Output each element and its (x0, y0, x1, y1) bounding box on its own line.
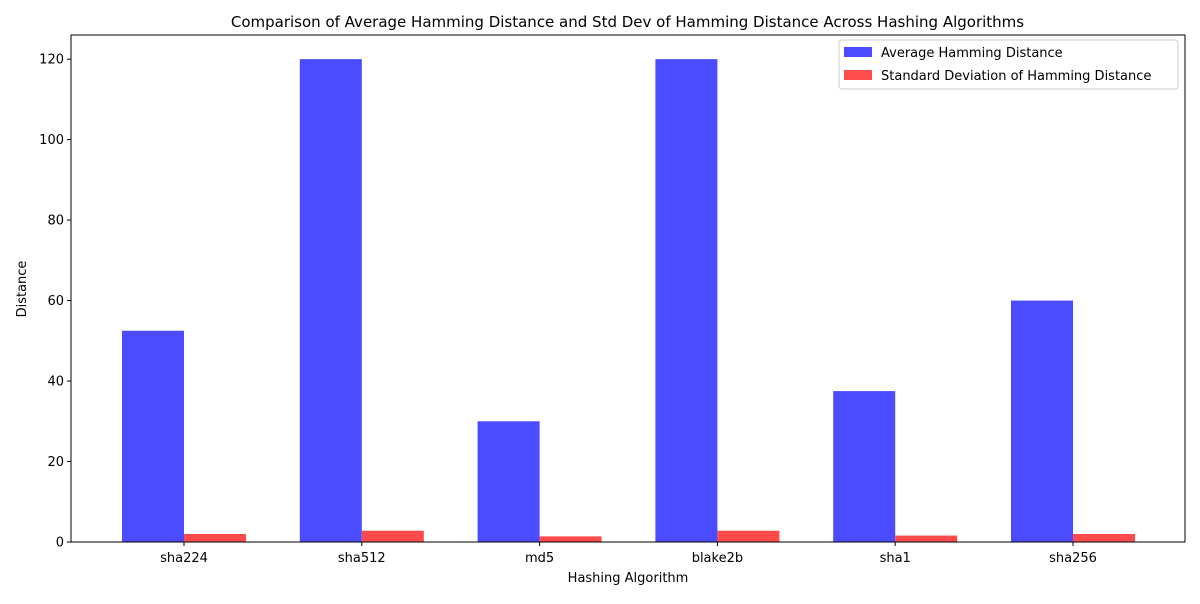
x-tick-label-blake2b: blake2b (692, 551, 743, 566)
bar-average-blake2b (655, 59, 718, 543)
bar-stddev-sha224 (184, 533, 246, 542)
bar-average-sha256 (1011, 300, 1073, 542)
legend-frame (838, 39, 1179, 90)
y-tick-label-60: 60 (47, 294, 64, 309)
legend-swatch-stddev (844, 70, 872, 80)
legend-label-average: Average Hamming Distance (881, 46, 1063, 61)
x-axis: sha224 sha512 md5 blake2b sha1 sha256 (160, 542, 1097, 566)
bar-average-sha512 (299, 59, 362, 543)
y-tick-label-120: 120 (39, 53, 64, 68)
legend-swatch-average (844, 47, 872, 57)
x-tick-label-sha1: sha1 (880, 551, 911, 566)
y-tick-label-20: 20 (47, 455, 64, 470)
bar-stddev-blake2b (717, 530, 780, 542)
bar-stddev-sha256 (1073, 533, 1135, 542)
y-axis: 0 20 40 60 80 100 120 (39, 53, 71, 551)
bar-average-sha1 (833, 391, 896, 542)
bar-stddev-sha1 (895, 535, 958, 542)
y-tick-label-100: 100 (39, 133, 64, 148)
plot-frame (70, 34, 1186, 543)
chart-title: Comparison of Average Hamming Distance a… (231, 13, 1024, 31)
bar-average-sha224 (122, 330, 184, 542)
y-tick-label-80: 80 (47, 214, 64, 229)
legend: Average Hamming Distance Standard Deviat… (838, 39, 1179, 90)
legend-label-stddev: Standard Deviation of Hamming Distance (881, 69, 1151, 84)
y-tick-label-40: 40 (47, 375, 64, 390)
x-tick-label-sha256: sha256 (1049, 551, 1097, 566)
bars-layer (122, 59, 1135, 543)
y-tick-label-0: 0 (56, 536, 64, 551)
x-axis-label: Hashing Algorithm (568, 571, 689, 586)
bar-average-md5 (477, 421, 540, 542)
bar-stddev-md5 (539, 536, 602, 542)
y-axis-label: Distance (15, 261, 30, 318)
x-tick-label-sha224: sha224 (160, 551, 208, 566)
bar-stddev-sha512 (361, 530, 424, 542)
x-tick-label-md5: md5 (525, 551, 554, 566)
x-tick-label-sha512: sha512 (338, 551, 386, 566)
